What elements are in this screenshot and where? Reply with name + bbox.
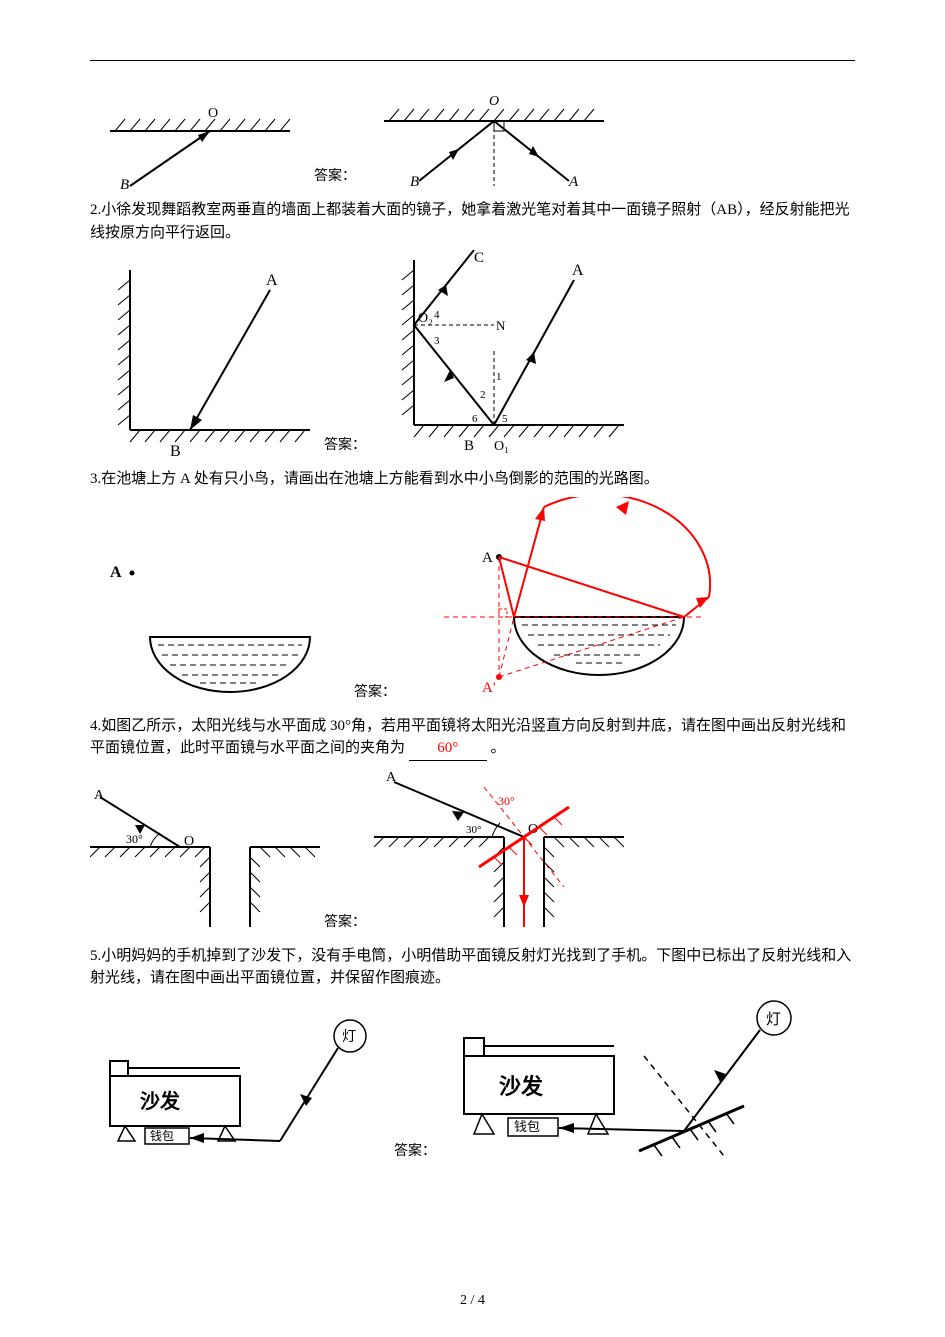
q2-left-A: A xyxy=(266,272,278,289)
q1-right-O: O xyxy=(489,94,499,109)
q2-right-N: N xyxy=(496,318,506,333)
q4-left-O: O xyxy=(184,834,194,849)
q2-left-B: B xyxy=(170,443,181,460)
q2-n5: 5 xyxy=(502,413,508,425)
q5-figure-row: 沙发 钱包 灯 答案： 沙发 钱包 xyxy=(90,996,855,1166)
q2-right-A: A xyxy=(572,262,584,279)
q4-left-A: A xyxy=(94,788,105,803)
q5-left-wallet: 钱包 xyxy=(150,1128,174,1143)
q5-right-sofa: 沙发 xyxy=(499,1074,544,1099)
page-current: 2 xyxy=(460,1293,467,1308)
q5-fig-right: 沙发 钱包 灯 xyxy=(444,996,804,1166)
q2-n1: 1 xyxy=(496,371,502,383)
q4-figure-row: A O 30° 答案： xyxy=(90,767,855,937)
q5-fig-left: 沙发 钱包 灯 xyxy=(90,1006,390,1166)
q1-right-A: A xyxy=(568,174,579,190)
q3-figure-row: A 答案： xyxy=(90,497,855,707)
q4-text-after: 。 xyxy=(491,740,506,756)
q2-n2: 2 xyxy=(480,389,486,401)
q5-answer-label: 答案： xyxy=(394,1141,436,1162)
page-footer: 2 / 4 xyxy=(0,1290,945,1311)
q3-answer-label: 答案： xyxy=(354,682,396,703)
q2-n3: 3 xyxy=(434,335,440,347)
q3-fig-right: A A' xyxy=(404,497,724,707)
q3-right-A: A xyxy=(482,550,493,566)
q1-right-B: B xyxy=(410,174,419,190)
q5-text: 5.小明妈妈的手机掉到了沙发下，没有手电筒，小明借助平面镜反射灯光找到了手机。下… xyxy=(90,945,855,990)
q5-right-wallet: 钱包 xyxy=(514,1119,540,1134)
top-rule xyxy=(90,60,855,61)
q2-text: 2.小徐发现舞蹈教室两垂直的墙面上都装着大面的镜子，她拿着激光笔对着其中一面镜子… xyxy=(90,199,855,244)
q1-fig-left: O B xyxy=(90,101,310,191)
q4-left-30: 30° xyxy=(126,832,143,846)
q1-left-O: O xyxy=(208,106,218,121)
q1-left-B: B xyxy=(120,177,129,191)
page: O B 答案： O B xyxy=(0,0,945,1337)
q3-fig-left: A xyxy=(90,527,350,707)
q5-left-sofa: 沙发 xyxy=(140,1089,181,1113)
q2-answer-label: 答案： xyxy=(324,435,366,456)
q3-left-A: A xyxy=(110,564,122,581)
q4-right-30b: 30° xyxy=(498,794,515,808)
page-sep: / xyxy=(467,1293,478,1308)
q2-fig-left: A B xyxy=(90,260,320,460)
q5-left-lamp: 灯 xyxy=(342,1029,356,1045)
q2-n4: 4 xyxy=(434,309,440,321)
q2-right-B: B xyxy=(464,438,474,454)
q5-right-lamp: 灯 xyxy=(766,1011,781,1028)
q2-right-O2: O₂ xyxy=(418,311,433,326)
q1-answer-label: 答案： xyxy=(314,166,356,187)
q2-fig-right: A C O₂ O₁ B N 1 2 3 4 5 6 xyxy=(374,250,634,460)
q4-text: 4.如图乙所示，太阳光线与水平面成 30°角，若用平面镜将太阳光沿竖直方向反射到… xyxy=(90,715,855,761)
q2-right-O1: O₁ xyxy=(494,439,509,454)
q4-right-30: 30° xyxy=(466,824,481,836)
q4-answer-label: 答案： xyxy=(324,912,366,933)
q2-n6: 6 xyxy=(472,413,478,425)
q1-figure-row: O B 答案： O B xyxy=(90,91,855,191)
q4-fill: 60° xyxy=(409,737,487,761)
q3-text: 3.在池塘上方 A 处有只小鸟，请画出在池塘上方能看到水中小鸟倒影的范围的光路图… xyxy=(90,468,855,491)
page-total: 4 xyxy=(478,1293,485,1308)
q2-right-C: C xyxy=(474,250,484,266)
q4-fig-right: A O 30° 30° xyxy=(374,767,624,937)
q3-right-Aprime: A' xyxy=(482,680,496,696)
q1-fig-right: O B A xyxy=(364,91,624,191)
q2-figure-row: A B 答案： xyxy=(90,250,855,460)
q4-fig-left: A O 30° xyxy=(90,787,320,937)
q4-right-A: A xyxy=(386,770,397,785)
